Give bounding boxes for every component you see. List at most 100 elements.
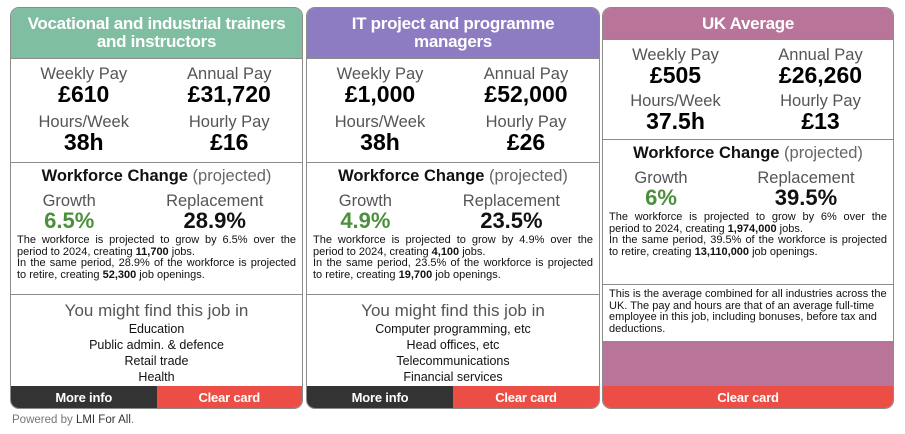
desc-text: In the same period, 39.5% of the workfor… — [609, 234, 887, 258]
workforce-title: Workforce Change (projected) — [603, 140, 893, 163]
weekly-pay-label: Weekly Pay — [632, 46, 719, 64]
pay-section: Weekly Pay £1,000 Annual Pay £52,000 Hou… — [307, 59, 599, 163]
hours-week: Hours/Week 38h — [307, 114, 453, 162]
openings-count: 19,700 — [398, 268, 433, 281]
desc-text: In the same period, 23.5% of the workfor… — [313, 257, 593, 281]
hourly-pay: Hourly Pay £13 — [748, 93, 893, 139]
workforce-title: Workforce Change (projected) — [307, 163, 599, 186]
uk-average-note: This is the average combined for all ind… — [603, 285, 893, 343]
growth-stat: Growth 4.9% — [307, 192, 424, 232]
hours-week-label: Hours/Week — [38, 113, 129, 131]
workforce-title-main: Workforce Change — [633, 144, 780, 162]
openings-count: 52,300 — [102, 268, 137, 281]
industry-item: Head offices, etc — [406, 338, 500, 352]
workforce-title-suffix: (projected) — [192, 167, 272, 185]
card-actions: Clear card — [603, 386, 893, 408]
hourly-pay: Hourly Pay £16 — [157, 114, 303, 162]
desc-text: The workforce is projected to grow by 6.… — [17, 234, 296, 258]
lmi-for-all-link[interactable]: LMI For All — [75, 414, 131, 426]
growth-label: Growth — [634, 169, 688, 187]
annual-pay-label: Annual Pay — [187, 65, 272, 83]
hours-week-label: Hours/Week — [630, 92, 721, 110]
replacement-label: Replacement — [462, 192, 561, 210]
growth-value: 4.9% — [340, 208, 391, 233]
workforce-stats: Growth 6% Replacement 39.5% — [603, 163, 893, 209]
hourly-pay-label: Hourly Pay — [780, 92, 861, 110]
pay-section: Weekly Pay £610 Annual Pay £31,720 Hours… — [11, 59, 302, 163]
growth-stat: Growth 6.5% — [11, 192, 127, 232]
hours-week-value: 37.5h — [646, 108, 705, 134]
workforce-stats: Growth 4.9% Replacement 23.5% — [307, 186, 599, 232]
workforce-description: The workforce is projected to grow by 6%… — [603, 209, 893, 262]
workforce-section: Workforce Change (projected) Growth 6.5%… — [11, 163, 302, 295]
desc-text: job openings. — [136, 268, 205, 281]
card-title: UK Average — [603, 8, 893, 40]
growth-label: Growth — [338, 192, 392, 210]
clear-card-button[interactable]: Clear card — [603, 386, 893, 408]
industry-item: Retail trade — [124, 354, 189, 368]
workforce-title-suffix: (projected) — [489, 167, 568, 185]
industry-item: Computer programming, etc — [375, 322, 531, 336]
desc-text: job openings. — [749, 245, 818, 258]
hourly-pay-label: Hourly Pay — [485, 113, 567, 131]
desc-text: In the same period, 28.9% of the workfor… — [17, 257, 296, 281]
growth-label: Growth — [42, 192, 96, 210]
industries-title: You might find this job in — [64, 301, 249, 320]
workforce-stats: Growth 6.5% Replacement 28.9% — [11, 186, 302, 232]
jobs-count: 1,974,000 — [727, 222, 777, 235]
jobs-count: 4,100 — [431, 245, 460, 258]
industries-section: You might find this job in Education Pub… — [11, 295, 302, 395]
weekly-pay-value: £610 — [58, 81, 110, 107]
industry-item: Telecommunications — [396, 354, 510, 368]
annual-pay-value: £26,260 — [778, 62, 863, 88]
replacement-value: 28.9% — [183, 208, 246, 233]
industry-item: Public admin. & defence — [89, 338, 224, 352]
industries-title: You might find this job in — [361, 301, 545, 320]
industry-item: Financial services — [403, 370, 503, 384]
hourly-pay-label: Hourly Pay — [188, 113, 270, 131]
growth-value: 6.5% — [44, 208, 95, 233]
workforce-title: Workforce Change (projected) — [11, 163, 302, 186]
clear-card-button[interactable]: Clear card — [156, 386, 302, 408]
annual-pay-label: Annual Pay — [778, 46, 863, 64]
annual-pay: Annual Pay £52,000 — [453, 66, 599, 114]
more-info-button[interactable]: More info — [11, 386, 157, 408]
hours-week: Hours/Week 38h — [11, 114, 157, 162]
replacement-label: Replacement — [757, 169, 855, 187]
workforce-description: The workforce is projected to grow by 6.… — [11, 232, 302, 285]
replacement-stat: Replacement 23.5% — [424, 192, 599, 232]
hours-week-value: 38h — [360, 129, 400, 155]
footer-suffix: . — [130, 414, 135, 426]
weekly-pay: Weekly Pay £610 — [11, 66, 157, 114]
weekly-pay: Weekly Pay £1,000 — [307, 66, 453, 114]
annual-pay-label: Annual Pay — [483, 65, 569, 83]
jobs-count: 11,700 — [135, 245, 169, 258]
card-actions: More info Clear card — [307, 386, 599, 408]
annual-pay: Annual Pay £31,720 — [157, 66, 303, 114]
replacement-stat: Replacement 28.9% — [127, 192, 302, 232]
more-info-button[interactable]: More info — [307, 386, 453, 408]
desc-text: jobs. — [459, 245, 486, 258]
workforce-title-main: Workforce Change — [338, 167, 485, 185]
desc-text: job openings. — [432, 268, 501, 281]
annual-pay-value: £31,720 — [187, 81, 271, 107]
growth-stat: Growth 6% — [603, 169, 719, 209]
workforce-title-suffix: (projected) — [784, 144, 863, 162]
desc-text: jobs. — [776, 222, 803, 235]
weekly-pay-label: Weekly Pay — [336, 65, 424, 83]
hours-week-value: 38h — [63, 129, 104, 155]
weekly-pay: Weekly Pay £505 — [603, 47, 748, 93]
weekly-pay-label: Weekly Pay — [40, 65, 128, 83]
desc-text: jobs. — [168, 245, 195, 258]
hourly-pay-value: £13 — [801, 108, 840, 134]
clear-card-button[interactable]: Clear card — [453, 386, 599, 408]
annual-pay-value: £52,000 — [484, 81, 568, 107]
hours-week-label: Hours/Week — [334, 113, 426, 131]
card-title: Vocational and industrial trainers and i… — [11, 8, 302, 59]
hourly-pay: Hourly Pay £26 — [453, 114, 599, 162]
industry-item: Education — [128, 322, 185, 336]
industry-item: Health — [138, 370, 175, 384]
replacement-value: 39.5% — [774, 185, 838, 210]
workforce-description: The workforce is projected to grow by 4.… — [307, 232, 599, 285]
replacement-value: 23.5% — [480, 208, 543, 233]
